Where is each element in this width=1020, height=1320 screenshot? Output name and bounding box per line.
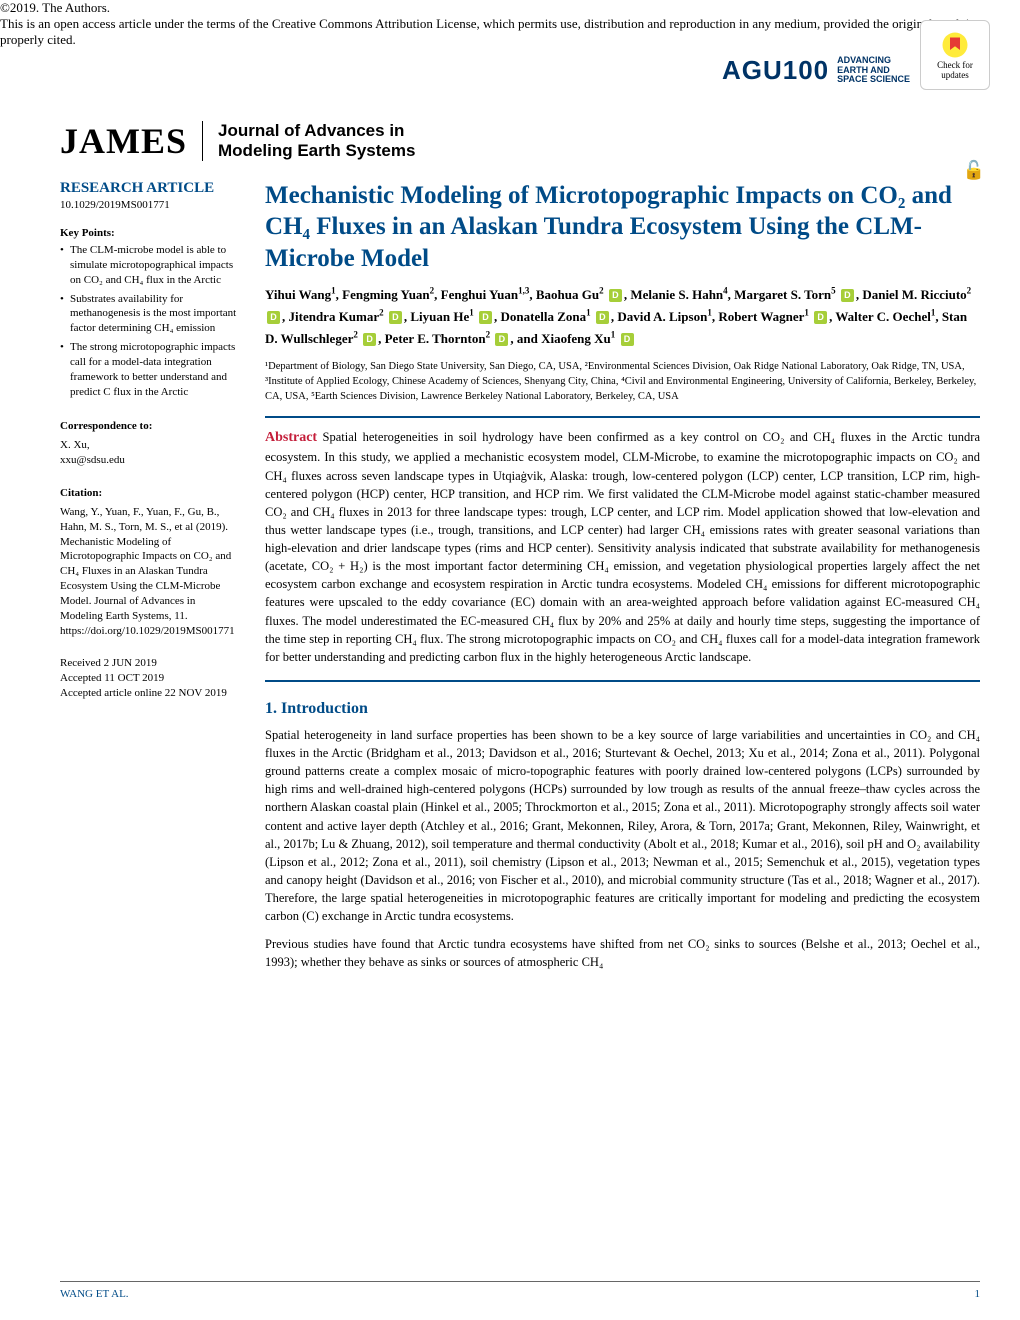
keypoints-list: The CLM-microbe model is able to simulat…	[60, 243, 240, 399]
citation-label: Citation:	[60, 486, 240, 501]
date-accepted: Accepted 11 OCT 2019	[60, 671, 240, 686]
keypoint: Substrates availability for methanogenes…	[60, 292, 240, 337]
orcid-icon[interactable]: D	[389, 311, 402, 324]
abstract-label: Abstract	[265, 430, 317, 445]
copyright-block: ©2019. The Authors. This is an open acce…	[0, 0, 1020, 48]
article-title: Mechanistic Modeling of Microtopographic…	[265, 180, 980, 274]
page-footer: WANG ET AL. 1	[60, 1281, 980, 1300]
bookmark-icon	[940, 30, 970, 60]
orcid-icon[interactable]: D	[479, 311, 492, 324]
badge-text-2: updates	[941, 70, 969, 80]
article-type: RESEARCH ARTICLE	[60, 180, 240, 197]
doi: 10.1029/2019MS001771	[60, 199, 240, 211]
agu-tagline: ADVANCING EARTH AND SPACE SCIENCE	[837, 56, 910, 86]
date-received: Received 2 JUN 2019	[60, 656, 240, 671]
abstract-text: Spatial heterogeneities in soil hydrolog…	[265, 430, 980, 664]
correspondence-name: X. Xu,	[60, 438, 240, 453]
abstract: Abstract Spatial heterogeneities in soil…	[265, 428, 980, 666]
footer-authors: WANG ET AL.	[60, 1288, 129, 1300]
body-paragraph: Previous studies have found that Arctic …	[265, 935, 980, 971]
main-content: Mechanistic Modeling of Microtopographic…	[265, 180, 980, 982]
check-updates-badge[interactable]: Check for updates	[920, 20, 990, 90]
orcid-icon[interactable]: D	[841, 289, 854, 302]
orcid-icon[interactable]: D	[596, 311, 609, 324]
orcid-icon[interactable]: D	[814, 311, 827, 324]
keypoints-label: Key Points:	[60, 227, 240, 239]
badge-text-1: Check for	[937, 60, 973, 70]
keypoint: The strong microtopographic impacts call…	[60, 340, 240, 399]
journal-abbrev: JAMES	[60, 120, 187, 162]
orcid-icon[interactable]: D	[609, 289, 622, 302]
license-text: This is an open access article under the…	[0, 16, 1020, 48]
page-number: 1	[975, 1288, 981, 1300]
affiliations: ¹Department of Biology, San Diego State …	[265, 360, 980, 404]
section-heading: 1. Introduction	[265, 700, 980, 718]
blue-rule	[265, 416, 980, 418]
sidebar: RESEARCH ARTICLE 10.1029/2019MS001771 Ke…	[60, 180, 240, 982]
body-paragraph: Spatial heterogeneity in land surface pr…	[265, 726, 980, 925]
open-access-icon: 🔓	[963, 160, 985, 181]
correspondence-block: Correspondence to: X. Xu, xxu@sdsu.edu	[60, 419, 240, 468]
orcid-icon[interactable]: D	[363, 333, 376, 346]
citation-block: Citation: Wang, Y., Yuan, F., Yuan, F., …	[60, 486, 240, 638]
agu-header: AGU100 ADVANCING EARTH AND SPACE SCIENCE	[722, 55, 910, 86]
journal-name: Journal of Advances in Modeling Earth Sy…	[218, 121, 415, 162]
correspondence-label: Correspondence to:	[60, 419, 240, 434]
journal-header: JAMES Journal of Advances in Modeling Ea…	[60, 120, 415, 162]
orcid-icon[interactable]: D	[495, 333, 508, 346]
correspondence-email: xxu@sdsu.edu	[60, 453, 240, 468]
agu-logo: AGU100	[722, 55, 829, 86]
orcid-icon[interactable]: D	[621, 333, 634, 346]
divider	[202, 121, 203, 161]
authors-list: Yihui Wang1, Fengming Yuan2, Fenghui Yua…	[265, 284, 980, 350]
orcid-icon[interactable]: D	[267, 311, 280, 324]
dates-block: Received 2 JUN 2019 Accepted 11 OCT 2019…	[60, 656, 240, 701]
date-online: Accepted article online 22 NOV 2019	[60, 686, 240, 701]
blue-rule	[265, 680, 980, 682]
citation-text: Wang, Y., Yuan, F., Yuan, F., Gu, B., Ha…	[60, 505, 240, 639]
copyright-text: ©2019. The Authors.	[0, 0, 1020, 16]
keypoint: The CLM-microbe model is able to simulat…	[60, 243, 240, 288]
